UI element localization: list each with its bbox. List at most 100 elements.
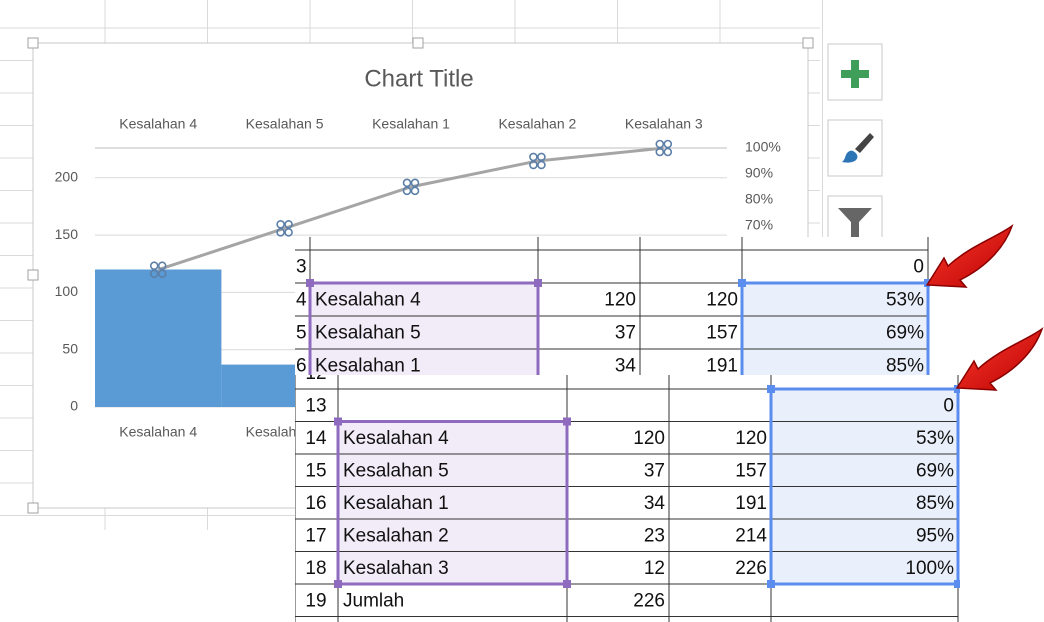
line-marker	[149, 261, 167, 279]
cell-text: 191	[735, 493, 767, 514]
marker-part	[537, 152, 546, 162]
bar	[95, 269, 222, 407]
selection-handle	[954, 385, 960, 393]
cell-text: 37	[644, 460, 665, 481]
cell-text: 53%	[886, 290, 924, 311]
marker-part	[529, 160, 538, 170]
selection-handle	[334, 417, 342, 426]
selection-handle	[563, 580, 571, 588]
row-header: 13	[305, 395, 326, 416]
cell-text: Kesalahan 4	[315, 290, 421, 311]
filter-icon	[838, 208, 872, 242]
cell-text: 191	[706, 356, 738, 377]
selection-handle	[334, 580, 342, 588]
chart-buttons	[827, 43, 883, 253]
y2-tick-label: 100%	[745, 139, 781, 155]
top-category-label: Kesalahan 1	[372, 116, 450, 132]
y2-tick-label: 80%	[745, 191, 773, 207]
row-header: 14	[305, 428, 327, 449]
top-category-label: Kesalahan 3	[625, 116, 703, 132]
row-header: 15	[305, 460, 326, 481]
marker-part	[402, 178, 412, 188]
selection-fill	[338, 421, 567, 584]
top-category-label: Kesalahan 2	[498, 116, 576, 132]
red-arrow	[925, 224, 1014, 288]
cell-text: 226	[633, 590, 665, 611]
cell-text: 157	[706, 323, 738, 344]
row-header: 16	[285, 356, 306, 377]
marker-part	[157, 269, 167, 279]
top-category-label: Kesalahan 5	[246, 116, 324, 132]
cell-text: 37	[615, 323, 636, 344]
y-tick-label: 50	[62, 340, 78, 356]
marker-part	[157, 261, 167, 271]
table-overlay: 12 13 0 14 Kesalahan 4 120 120 53% 15 Kesalahan 5…	[295, 363, 960, 622]
cell-text: Kesalahan 1	[343, 493, 449, 514]
table-overlay: 13 0 14 Kesalahan 4 120 120 53% 15 Kesalahan 5 37…	[285, 237, 930, 377]
cell-text: 214	[735, 525, 767, 546]
row-header: 12	[305, 363, 326, 384]
line-marker	[655, 139, 673, 157]
cell-text: 226	[735, 558, 767, 579]
y2-tick-label: 90%	[745, 165, 773, 181]
cell-text: 12	[644, 558, 665, 579]
line-marker	[402, 178, 420, 196]
table: 12 13 0 14 Kesalahan 4 120 120 53% 15 Kesalahan 5…	[295, 363, 960, 622]
cell-text: Kesalahan 3	[343, 558, 449, 579]
line-marker	[529, 152, 546, 170]
marker-part	[410, 186, 420, 196]
cell-text: 34	[615, 356, 637, 377]
cell-text: 120	[633, 428, 665, 449]
marker-part	[663, 147, 673, 157]
cell-text: 0	[943, 395, 954, 416]
cell-text: Kesalahan 1	[315, 356, 421, 377]
y-tick-label: 200	[55, 168, 79, 184]
row-header: 19	[305, 590, 326, 611]
brush-tip	[842, 150, 858, 163]
row-header: 16	[305, 493, 326, 514]
marker-part	[655, 139, 665, 149]
selection-border	[769, 387, 960, 586]
plus-icon	[841, 60, 869, 88]
cell-text: 157	[735, 460, 767, 481]
selection-border	[336, 420, 569, 586]
selection-handle	[534, 279, 542, 287]
selection-fill	[310, 283, 538, 375]
chart-title[interactable]: Chart Title	[364, 65, 473, 92]
cell-text: 95%	[916, 525, 954, 546]
cell-text: 100%	[905, 558, 954, 579]
cell-text: 23	[644, 525, 665, 546]
cell-text: 34	[644, 493, 666, 514]
row-header: 14	[285, 290, 307, 311]
row-header: 17	[305, 525, 326, 546]
marker-part	[284, 219, 293, 229]
cell-text: 69%	[916, 460, 954, 481]
table: 13 0 14 Kesalahan 4 120 120 53% 15 Kesalahan 5 37…	[285, 237, 930, 377]
top-category-label: Kesalahan 4	[119, 116, 197, 132]
selection-handle	[738, 279, 746, 287]
row-header: 18	[305, 558, 326, 579]
marker-part	[529, 152, 538, 162]
cell-text: 53%	[916, 428, 954, 449]
marker-part	[537, 160, 546, 170]
marker-part	[410, 178, 420, 188]
x-category-label: Kesalahan 4	[119, 424, 197, 440]
line-marker	[276, 219, 293, 237]
cell-text: 85%	[886, 356, 924, 377]
cell-text: 0	[913, 257, 924, 278]
marker-part	[655, 147, 665, 157]
selection-border	[308, 281, 540, 375]
style-button[interactable]	[827, 119, 883, 177]
selection-fill	[742, 283, 928, 375]
y2-tick-label: 70%	[745, 216, 773, 232]
cell-text: Kesalahan 5	[315, 323, 421, 344]
red-arrow	[955, 327, 1044, 391]
marker-part	[149, 269, 159, 279]
marker-part	[284, 227, 293, 237]
selection-handle	[563, 417, 571, 426]
cell-text: Jumlah	[343, 590, 404, 611]
marker-part	[149, 261, 159, 271]
cell-text: 120	[735, 428, 767, 449]
brush-icon	[855, 133, 874, 153]
